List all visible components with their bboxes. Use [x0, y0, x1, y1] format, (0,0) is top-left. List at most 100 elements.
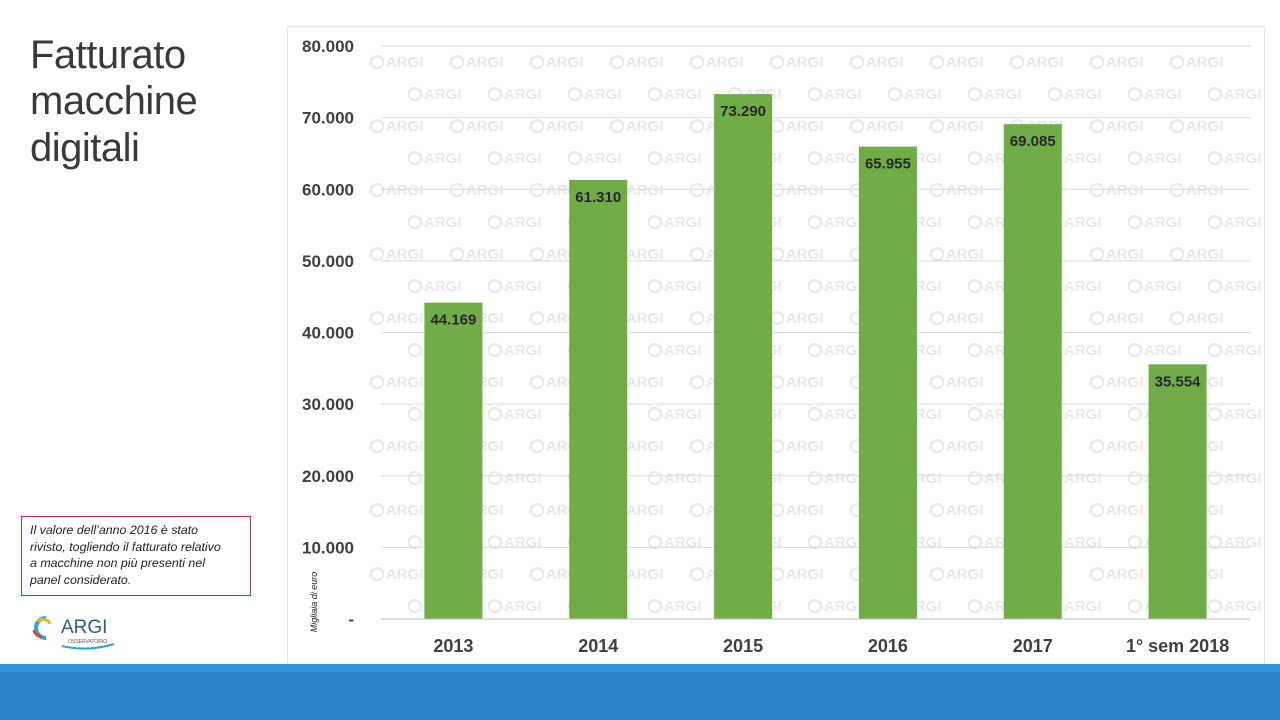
watermark-text: ARGI — [424, 150, 462, 167]
watermark-swirl-icon — [488, 215, 502, 229]
y-tick-label: 60.000 — [302, 180, 354, 199]
watermark-swirl-icon — [450, 119, 464, 133]
watermark-text: ARGI — [1064, 470, 1102, 487]
watermark-swirl-icon — [408, 407, 422, 421]
watermark-text: ARGI — [626, 182, 664, 199]
watermark-text: ARGI — [504, 150, 542, 167]
watermark-text: ARGI — [786, 246, 824, 263]
x-tick-label: 2016 — [868, 636, 908, 656]
watermark-text: ARGI — [946, 54, 984, 71]
watermark-text: ARGI — [504, 406, 542, 423]
watermark-swirl-icon — [1128, 215, 1142, 229]
watermark-text: ARGI — [386, 374, 424, 391]
x-tick-label: 1° sem 2018 — [1126, 636, 1229, 656]
bar-chart: ARGI ARGI ARGI ARGI ARGI ARGI ARGI ARGI ARGI ARGI… — [302, 37, 1262, 656]
watermark-text: ARGI — [626, 374, 664, 391]
watermark-text: ARGI — [1106, 566, 1144, 583]
watermark-swirl-icon — [808, 471, 822, 485]
watermark-text: ARGI — [946, 502, 984, 519]
watermark-text: ARGI — [786, 374, 824, 391]
data-label: 44.169 — [430, 312, 476, 329]
watermark-text: ARGI — [386, 438, 424, 455]
watermark-text: ARGI — [1144, 278, 1182, 295]
data-label: 61.310 — [575, 189, 621, 206]
y-axis-label: Migliaia di euro — [309, 572, 319, 633]
watermark-swirl-icon — [370, 503, 384, 517]
watermark-swirl-icon — [968, 599, 982, 613]
watermark-swirl-icon — [488, 151, 502, 165]
watermark-text: ARGI — [386, 566, 424, 583]
bar — [1148, 364, 1207, 619]
watermark-swirl-icon — [568, 87, 582, 101]
watermark-text: ARGI — [1144, 150, 1182, 167]
watermark-text: ARGI — [1224, 342, 1262, 359]
watermark-swirl-icon — [530, 375, 544, 389]
y-tick-label: 70.000 — [302, 109, 354, 128]
watermark-text: ARGI — [664, 86, 702, 103]
watermark-text: ARGI — [1186, 54, 1224, 71]
y-tick-label: 10.000 — [302, 538, 354, 557]
watermark-swirl-icon — [370, 567, 384, 581]
watermark-text: ARGI — [866, 118, 904, 135]
watermark-swirl-icon — [530, 247, 544, 261]
watermark-swirl-icon — [530, 119, 544, 133]
watermark-text: ARGI — [386, 246, 424, 263]
watermark-text: ARGI — [504, 598, 542, 615]
data-label: 35.554 — [1155, 373, 1202, 390]
watermark-swirl-icon — [488, 279, 502, 293]
watermark-swirl-icon — [1128, 151, 1142, 165]
watermark-text: ARGI — [504, 342, 542, 359]
watermark-text: ARGI — [1106, 438, 1144, 455]
grid-layer — [381, 45, 1250, 548]
watermark-text: ARGI — [824, 598, 862, 615]
watermark-text: ARGI — [824, 214, 862, 231]
watermark-text: ARGI — [1064, 342, 1102, 359]
watermark-swirl-icon — [690, 439, 704, 453]
watermark-swirl-icon — [1170, 55, 1184, 69]
watermark-text: ARGI — [1106, 54, 1144, 71]
note-line: panel considerato. — [30, 572, 132, 587]
watermark-swirl-icon — [648, 87, 662, 101]
watermark-swirl-icon — [1128, 87, 1142, 101]
watermark-swirl-icon — [1090, 503, 1104, 517]
watermark-text: ARGI — [626, 438, 664, 455]
watermark-text: ARGI — [504, 278, 542, 295]
watermark-swirl-icon — [450, 183, 464, 197]
watermark-text: ARGI — [1224, 534, 1262, 551]
chart-frame: ARGI ARGI ARGI ARGI ARGI ARGI ARGI ARGI ARGI ARGI… — [287, 26, 1265, 667]
watermark-swirl-icon — [968, 343, 982, 357]
watermark-text: ARGI — [664, 278, 702, 295]
watermark-swirl-icon — [1090, 247, 1104, 261]
watermark-text: ARGI — [904, 86, 942, 103]
watermark-swirl-icon — [530, 311, 544, 325]
watermark-text: ARGI — [584, 86, 622, 103]
watermark-swirl-icon — [1048, 87, 1062, 101]
data-label: 73.290 — [720, 103, 766, 120]
watermark-swirl-icon — [370, 55, 384, 69]
watermark-text: ARGI — [466, 246, 504, 263]
watermark-text: ARGI — [466, 182, 504, 199]
watermark-text: ARGI — [1064, 598, 1102, 615]
watermark-swirl-icon — [968, 215, 982, 229]
watermark-text: ARGI — [824, 534, 862, 551]
watermark-text: ARGI — [946, 374, 984, 391]
bar — [714, 94, 773, 620]
watermark-text: ARGI — [824, 470, 862, 487]
watermark-swirl-icon — [1208, 151, 1222, 165]
watermark-text: ARGI — [946, 438, 984, 455]
watermark-text: ARGI — [1186, 310, 1224, 327]
watermark-swirl-icon — [648, 279, 662, 293]
watermark-swirl-icon — [1208, 87, 1222, 101]
watermark-swirl-icon — [850, 119, 864, 133]
footer-band — [0, 664, 1280, 720]
y-tick-label: 40.000 — [302, 324, 354, 343]
watermark-text: ARGI — [664, 470, 702, 487]
watermark-swirl-icon — [968, 87, 982, 101]
watermark-swirl-icon — [930, 375, 944, 389]
y-tick-label: 30.000 — [302, 395, 354, 414]
watermark-text: ARGI — [706, 54, 744, 71]
watermark-swirl-icon — [1170, 119, 1184, 133]
x-tick-label: 2015 — [723, 636, 763, 656]
watermark-text: ARGI — [386, 310, 424, 327]
watermark-swirl-icon — [648, 407, 662, 421]
